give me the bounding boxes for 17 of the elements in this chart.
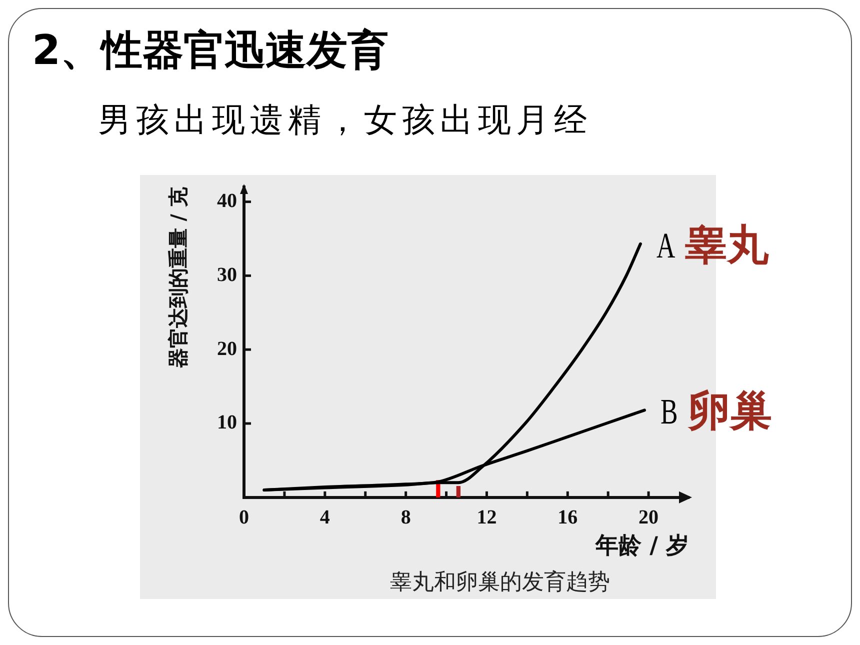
y-tick-label: 10	[217, 412, 237, 434]
y-tick-label: 40	[217, 190, 237, 212]
chart-subtitle: 男孩出现遗精，女孩出现月经	[98, 100, 592, 140]
series-label: A 睾丸	[656, 220, 770, 269]
y-axis-title: 器官达到的重量 / 克	[166, 187, 190, 368]
x-tick-label: 12	[476, 506, 497, 529]
y-tick-label: 20	[217, 338, 237, 360]
y-tick-label: 30	[217, 264, 237, 286]
x-tick-label: 8	[400, 506, 411, 529]
x-tick-label: 16	[558, 506, 578, 529]
chart-title: 2、性器官迅速发育	[32, 26, 389, 74]
x-tick-label: 4	[320, 506, 330, 529]
x-tick-label: 0	[239, 506, 249, 529]
text: 睾丸和卵巢的发育趋势	[390, 569, 610, 595]
series-label: B 卵巢	[660, 386, 772, 436]
x-tick-label: 20	[638, 506, 659, 529]
x-axis-title: 年龄 / 岁	[594, 533, 689, 560]
